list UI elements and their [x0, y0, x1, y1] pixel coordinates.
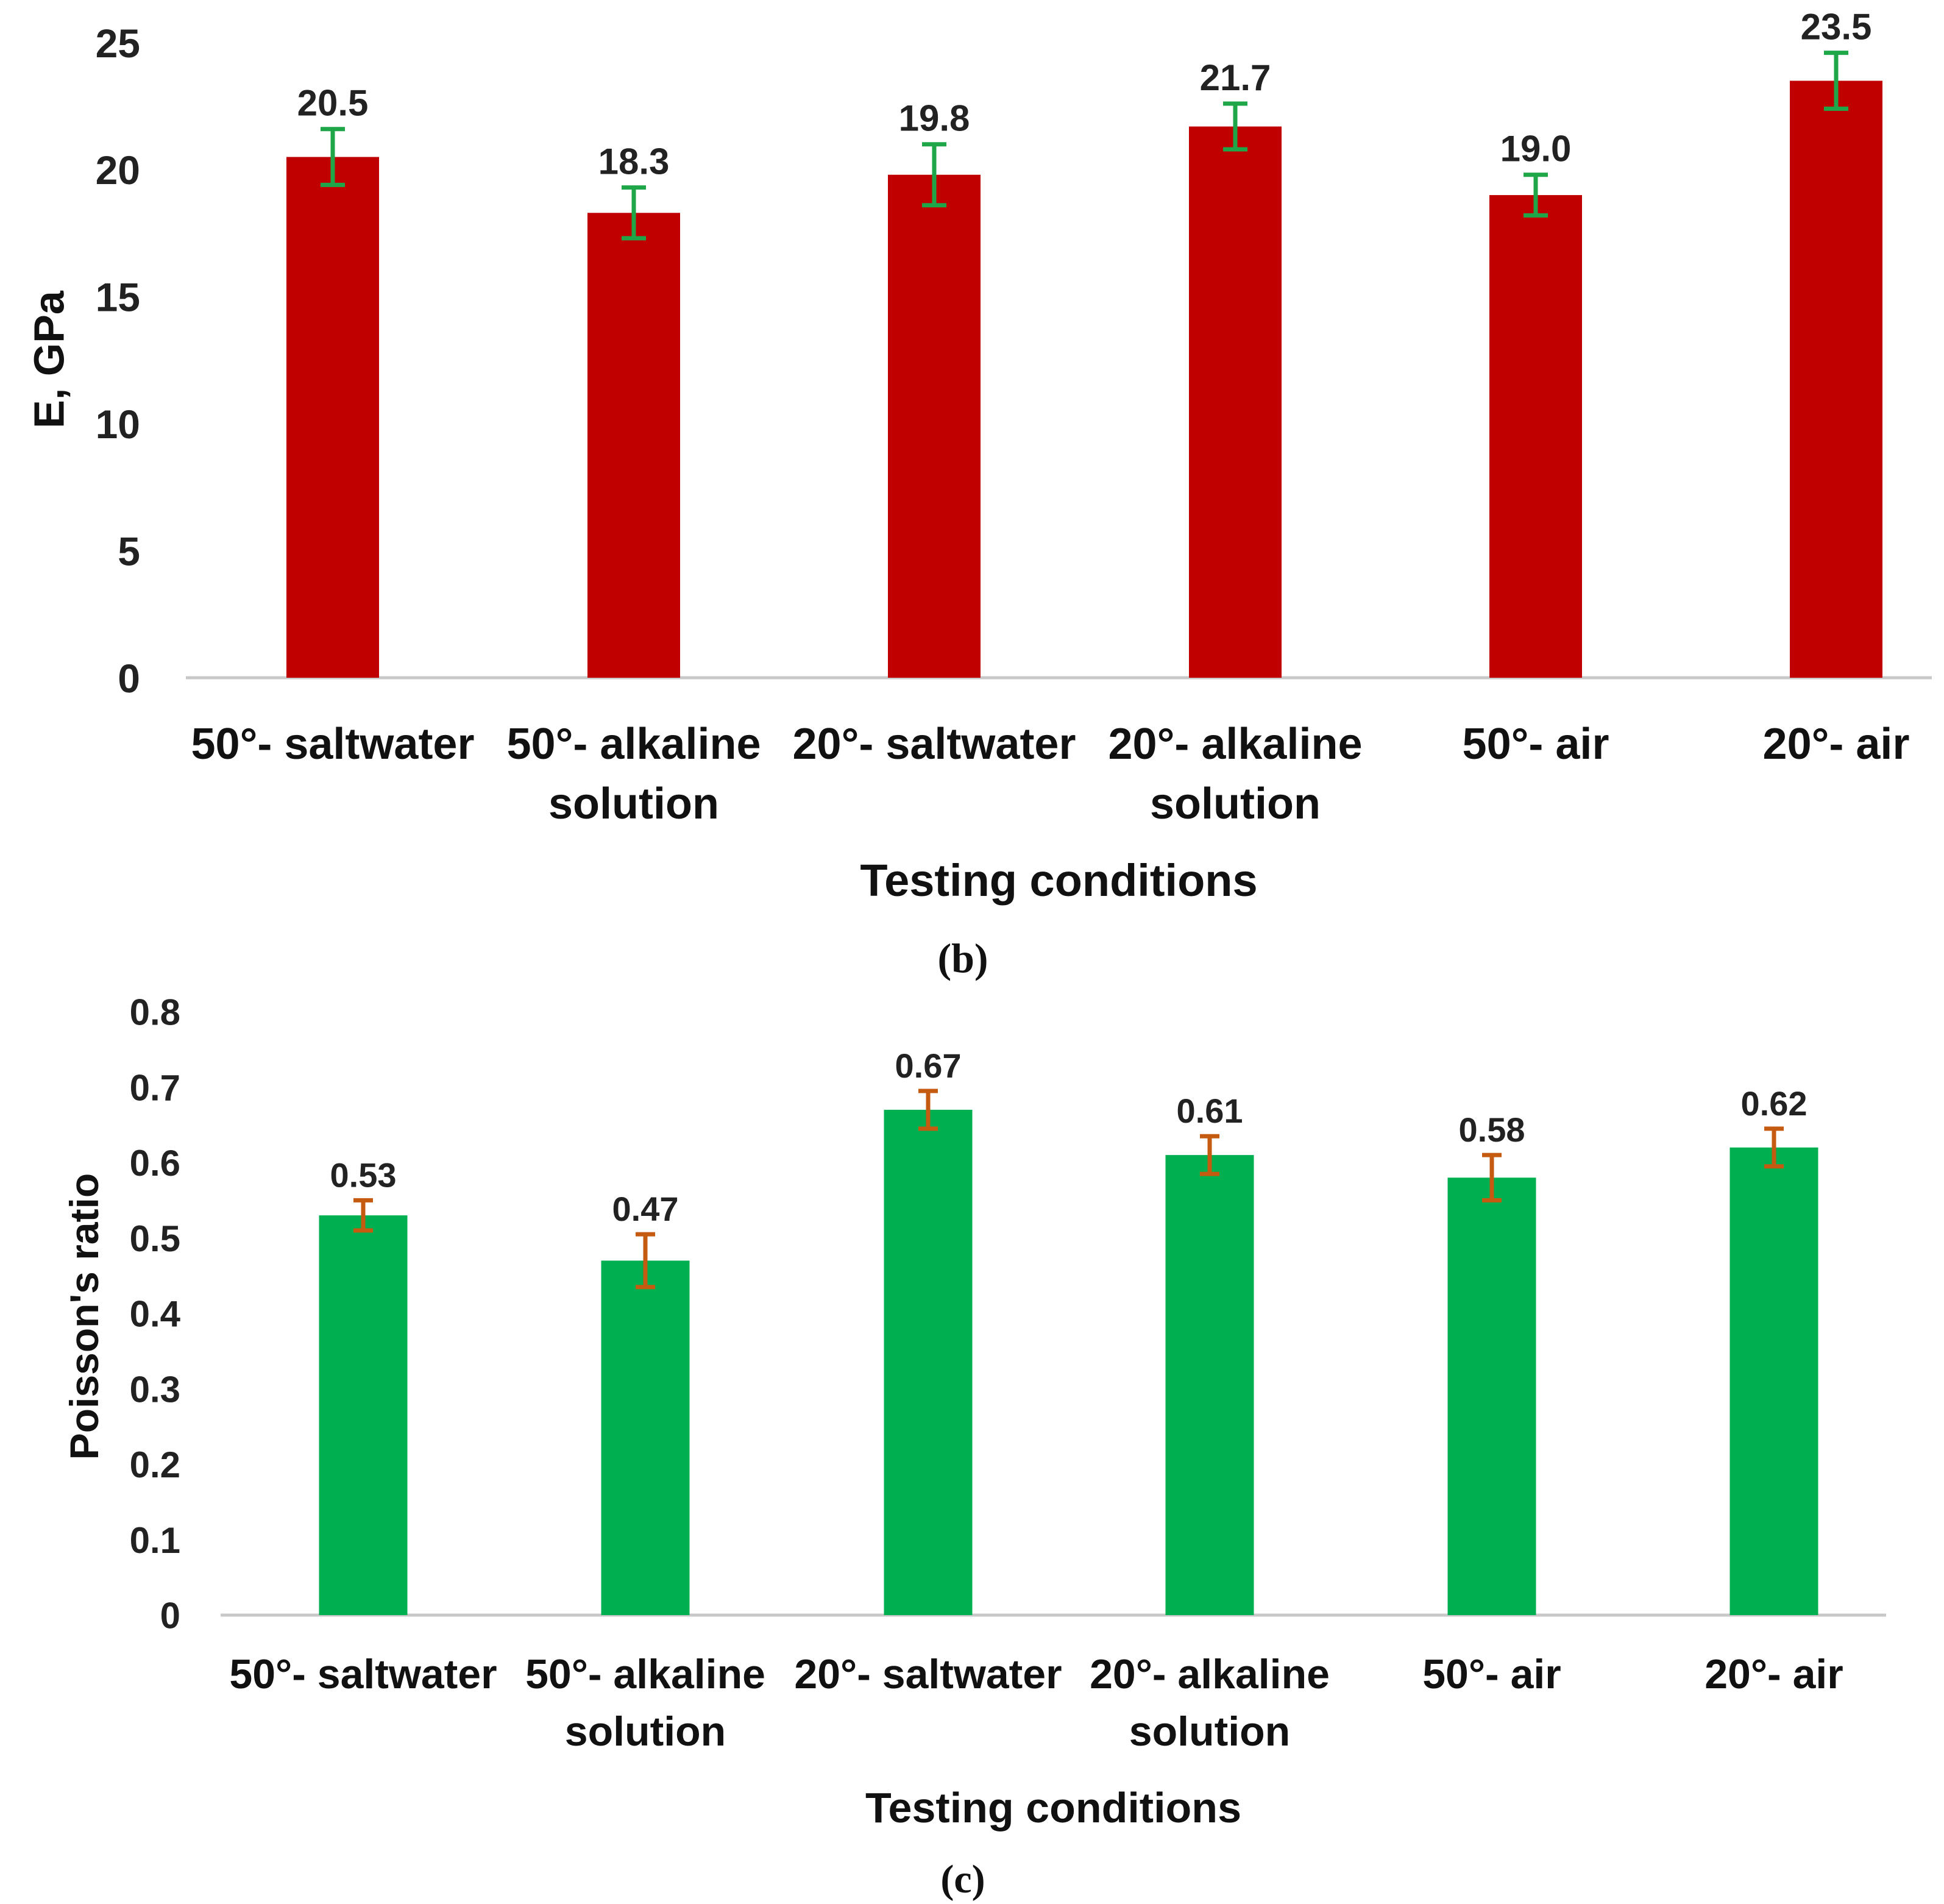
bar — [1790, 80, 1882, 678]
error-bar — [353, 1198, 373, 1233]
bar-series — [286, 80, 1882, 678]
y-tick-label: 10 — [96, 402, 140, 447]
y-axis-ticks: 0 0.1 0.2 0.3 0.4 0.5 0.6 0.7 0.8 — [130, 992, 181, 1636]
error-bar — [321, 127, 345, 187]
y-tick-label: 0.7 — [130, 1067, 180, 1108]
y-tick-label: 5 — [118, 528, 140, 574]
category-label: 50°- alkaline solution — [506, 720, 761, 828]
x-axis-title: Testing conditions — [860, 855, 1257, 906]
bar — [884, 1109, 973, 1615]
bar — [1165, 1155, 1254, 1615]
data-label: 0.53 — [330, 1156, 397, 1194]
category-labels: 50°- saltwater 50°- alkaline solution 20°- … — [229, 1651, 1843, 1755]
data-label: 18.3 — [598, 141, 670, 182]
error-bar — [636, 1232, 655, 1290]
category-label: 50°- air — [1422, 1651, 1561, 1697]
data-label: 0.58 — [1459, 1110, 1525, 1149]
category-label: 20°- air — [1763, 720, 1910, 769]
data-label: 19.8 — [899, 98, 970, 139]
error-bar — [1482, 1153, 1502, 1202]
data-label: 0.61 — [1177, 1092, 1243, 1130]
category-label: 20°- air — [1705, 1651, 1843, 1697]
y-tick-label: 0 — [118, 656, 140, 701]
error-bar — [1223, 101, 1247, 152]
y-tick-label: 20 — [96, 147, 140, 193]
error-bar — [922, 142, 946, 208]
x-axis-title: Testing conditions — [865, 1784, 1241, 1831]
y-tick-label: 0.5 — [130, 1218, 180, 1259]
panel-label-c: (c) — [940, 1857, 985, 1902]
y-tick-label: 0.4 — [130, 1294, 181, 1335]
y-tick-label: 0.1 — [130, 1520, 180, 1561]
category-labels: 50°- saltwater 50°- alkaline solution 20°- … — [191, 720, 1909, 828]
data-label: 20.5 — [297, 83, 369, 124]
error-bar — [1824, 51, 1848, 111]
y-axis-ticks: 0 5 10 15 20 25 — [96, 21, 140, 701]
bar — [587, 213, 680, 678]
chart-panel-c: 00.10.20.30.40.50.60.70.8 0.530.470.670.… — [62, 992, 1886, 1902]
y-tick-label: 0.8 — [130, 992, 180, 1033]
category-label: 50°- saltwater — [229, 1651, 497, 1697]
category-label: 20°- saltwater — [792, 720, 1076, 769]
error-bar — [622, 185, 646, 241]
error-bar — [1200, 1134, 1219, 1176]
error-bar — [918, 1089, 938, 1131]
bar-series — [319, 1109, 1818, 1615]
data-labels: 0.53 0.47 0.67 0.61 0.58 0.62 — [330, 1046, 1807, 1228]
y-tick-label: 0.6 — [130, 1143, 180, 1184]
chart-panel-b: 0 5 10 15 20 25 20.5 18.3 19.8 21.7 19.0 23.5 50°-… — [26, 7, 1932, 981]
data-label: 0.62 — [1741, 1084, 1807, 1123]
error-bar — [1764, 1126, 1784, 1169]
panel-label-b: (b) — [937, 935, 988, 981]
y-tick-label: 0 — [160, 1596, 180, 1636]
bar — [888, 174, 981, 678]
category-label: 20°- alkaline solution — [1090, 1651, 1330, 1755]
bar — [1189, 126, 1282, 678]
category-label: 20°- alkaline solution — [1108, 720, 1362, 828]
category-label: 50°- air — [1463, 720, 1609, 769]
bar — [1729, 1147, 1818, 1615]
data-label: 0.67 — [895, 1046, 962, 1085]
category-label: 50°- saltwater — [191, 720, 474, 769]
error-bar — [1524, 172, 1548, 218]
error-bars — [353, 1089, 1784, 1290]
category-label: 20°- saltwater — [794, 1651, 1062, 1697]
y-axis-title: Poisson's ratio — [62, 1173, 107, 1460]
y-tick-label: 15 — [96, 275, 140, 320]
data-label: 19.0 — [1500, 129, 1572, 169]
bar — [286, 157, 379, 678]
data-label: 0.47 — [612, 1190, 679, 1228]
bar — [601, 1260, 690, 1615]
bar — [1447, 1178, 1536, 1615]
data-label: 23.5 — [1801, 7, 1872, 48]
y-tick-label: 0.2 — [130, 1444, 180, 1485]
data-labels: 20.5 18.3 19.8 21.7 19.0 23.5 — [297, 7, 1872, 182]
bar — [1489, 195, 1582, 678]
error-bars — [321, 51, 1848, 241]
data-label: 21.7 — [1200, 57, 1271, 98]
category-label: 50°- alkaline solution — [525, 1651, 765, 1755]
bar — [319, 1215, 408, 1615]
y-tick-label: 0.3 — [130, 1369, 180, 1410]
y-axis-title: E, GPa — [26, 290, 73, 428]
y-tick-label: 25 — [96, 21, 140, 66]
